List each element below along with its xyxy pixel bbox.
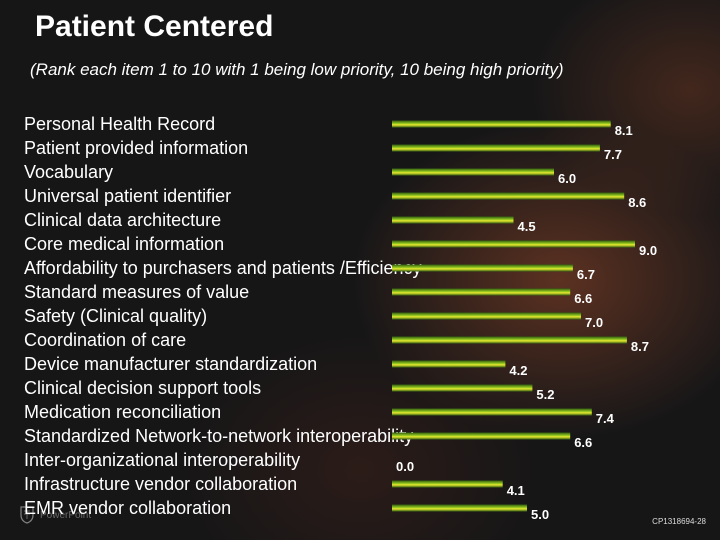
value-label: 8.6 [628, 195, 646, 210]
footer-code: CP1318694-28 [652, 517, 706, 526]
bar [392, 360, 506, 368]
bar [392, 120, 611, 128]
category-label: EMR vendor collaboration [24, 498, 232, 518]
value-label: 7.4 [596, 411, 615, 426]
category-label: Personal Health Record [24, 114, 216, 134]
bar [392, 144, 600, 152]
bar [392, 480, 503, 488]
bar [392, 240, 635, 248]
value-label: 6.0 [558, 171, 576, 186]
bar [392, 336, 627, 344]
category-label: Infrastructure vendor collaboration [24, 474, 298, 494]
bar [392, 384, 533, 392]
category-label-list: Personal Health Record Patient provided i… [24, 112, 422, 520]
category-label: Device manufacturer standardization [24, 354, 318, 374]
bar-series [392, 120, 635, 512]
category-label: Vocabulary [24, 162, 114, 182]
chart-subtitle: (Rank each item 1 to 10 with 1 being low… [30, 60, 564, 79]
bar [392, 264, 573, 272]
value-label: 0.0 [396, 459, 414, 474]
page-title: Patient Centered [35, 10, 274, 43]
category-label: Coordination of care [24, 330, 187, 350]
category-label: Universal patient identifier [24, 186, 232, 206]
value-label: 4.5 [518, 219, 536, 234]
category-label: Safety (Clinical quality) [24, 306, 208, 326]
seal-logo-icon [20, 506, 34, 524]
value-label: 6.6 [574, 435, 592, 450]
category-label: Standard measures of value [24, 282, 250, 302]
value-label: 4.2 [509, 363, 527, 378]
value-label: 4.1 [507, 483, 525, 498]
bar [392, 432, 571, 440]
bar [392, 168, 554, 176]
value-label-series: 8.1 7.7 6.0 8.6 4.5 9.0 6.7 6.6 7.0 8.7 4.2 5.2 7.4 6… [396, 123, 657, 522]
bar [392, 192, 625, 200]
value-label: 8.7 [631, 339, 649, 354]
category-label: Clinical decision support tools [24, 378, 262, 398]
bar [392, 408, 592, 416]
category-label: Inter-organizational interoperability [24, 450, 301, 470]
bar [392, 216, 514, 224]
value-label: 6.7 [577, 267, 595, 282]
category-label: Affordability to purchasers and patients… [24, 258, 422, 278]
value-label: 7.7 [604, 147, 622, 162]
value-label: 5.2 [536, 387, 554, 402]
category-label: Clinical data architecture [24, 210, 222, 230]
category-label: Medication reconciliation [24, 402, 222, 422]
bar [392, 504, 527, 512]
category-label: Standardized Network-to-network interope… [24, 426, 414, 446]
category-label: Patient provided information [24, 138, 249, 158]
value-label: 6.6 [574, 291, 592, 306]
value-label: 8.1 [615, 123, 633, 138]
value-label: 9.0 [639, 243, 657, 258]
bar [392, 288, 571, 296]
watermark-text: PowerPoint [40, 510, 92, 521]
category-label: Core medical information [24, 234, 225, 254]
value-label: 7.0 [585, 315, 603, 330]
value-label: 5.0 [531, 507, 549, 522]
bar [392, 312, 581, 320]
